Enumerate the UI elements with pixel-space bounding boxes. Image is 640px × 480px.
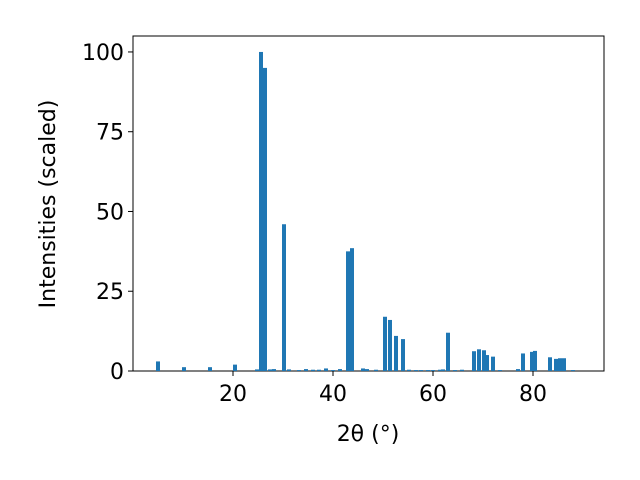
bar (401, 339, 405, 371)
bar (374, 369, 378, 371)
bar (460, 369, 464, 371)
bar (441, 369, 445, 371)
bar (361, 368, 365, 371)
bar (297, 370, 301, 371)
y-axis-label: Intensities (scaled) (36, 100, 61, 309)
bar (304, 369, 308, 371)
y-tick-label: 75 (96, 121, 124, 146)
bar (477, 349, 481, 371)
bar (438, 369, 442, 371)
bar (272, 369, 276, 371)
bar (516, 369, 520, 371)
bar (548, 357, 552, 371)
bar (346, 251, 350, 371)
bar (419, 370, 423, 371)
bar (263, 67, 267, 372)
bar (255, 369, 259, 371)
bar (324, 368, 328, 371)
bar (446, 332, 450, 371)
bar (268, 369, 272, 371)
bar (317, 369, 321, 371)
bar (388, 319, 392, 371)
bar (350, 248, 354, 371)
bar (311, 369, 315, 371)
bar (233, 364, 237, 371)
bar (331, 370, 335, 371)
bar (282, 224, 286, 371)
bar (554, 358, 558, 371)
bar (182, 367, 186, 371)
bar (383, 316, 387, 371)
x-tick-label: 40 (319, 382, 347, 407)
bar (571, 370, 575, 371)
bar (431, 370, 435, 371)
y-tick-label: 50 (96, 200, 124, 225)
bar (533, 350, 537, 371)
bar (426, 370, 430, 371)
bar (414, 370, 418, 371)
bar (453, 370, 457, 371)
x-tick-label: 20 (219, 382, 247, 407)
bar (530, 351, 534, 371)
bar (562, 358, 566, 371)
bar (287, 369, 291, 371)
bar (521, 353, 525, 371)
bar (491, 356, 495, 371)
plot-frame (132, 35, 605, 372)
x-tick-label: 80 (519, 382, 547, 407)
bar (498, 370, 502, 371)
bar (472, 351, 476, 371)
bar (208, 367, 212, 371)
bar (365, 369, 369, 371)
bar (156, 361, 160, 371)
x-axis-label: 2θ (°) (337, 422, 400, 447)
bar (259, 51, 263, 371)
y-tick-label: 100 (82, 41, 124, 66)
y-tick-label: 25 (96, 280, 124, 305)
bar (558, 358, 562, 371)
bar (394, 335, 398, 371)
x-tick-label: 60 (419, 382, 447, 407)
bar (407, 369, 411, 371)
bar (338, 369, 342, 371)
bar (482, 350, 486, 371)
y-tick-label: 0 (110, 360, 124, 385)
bar (485, 355, 489, 371)
